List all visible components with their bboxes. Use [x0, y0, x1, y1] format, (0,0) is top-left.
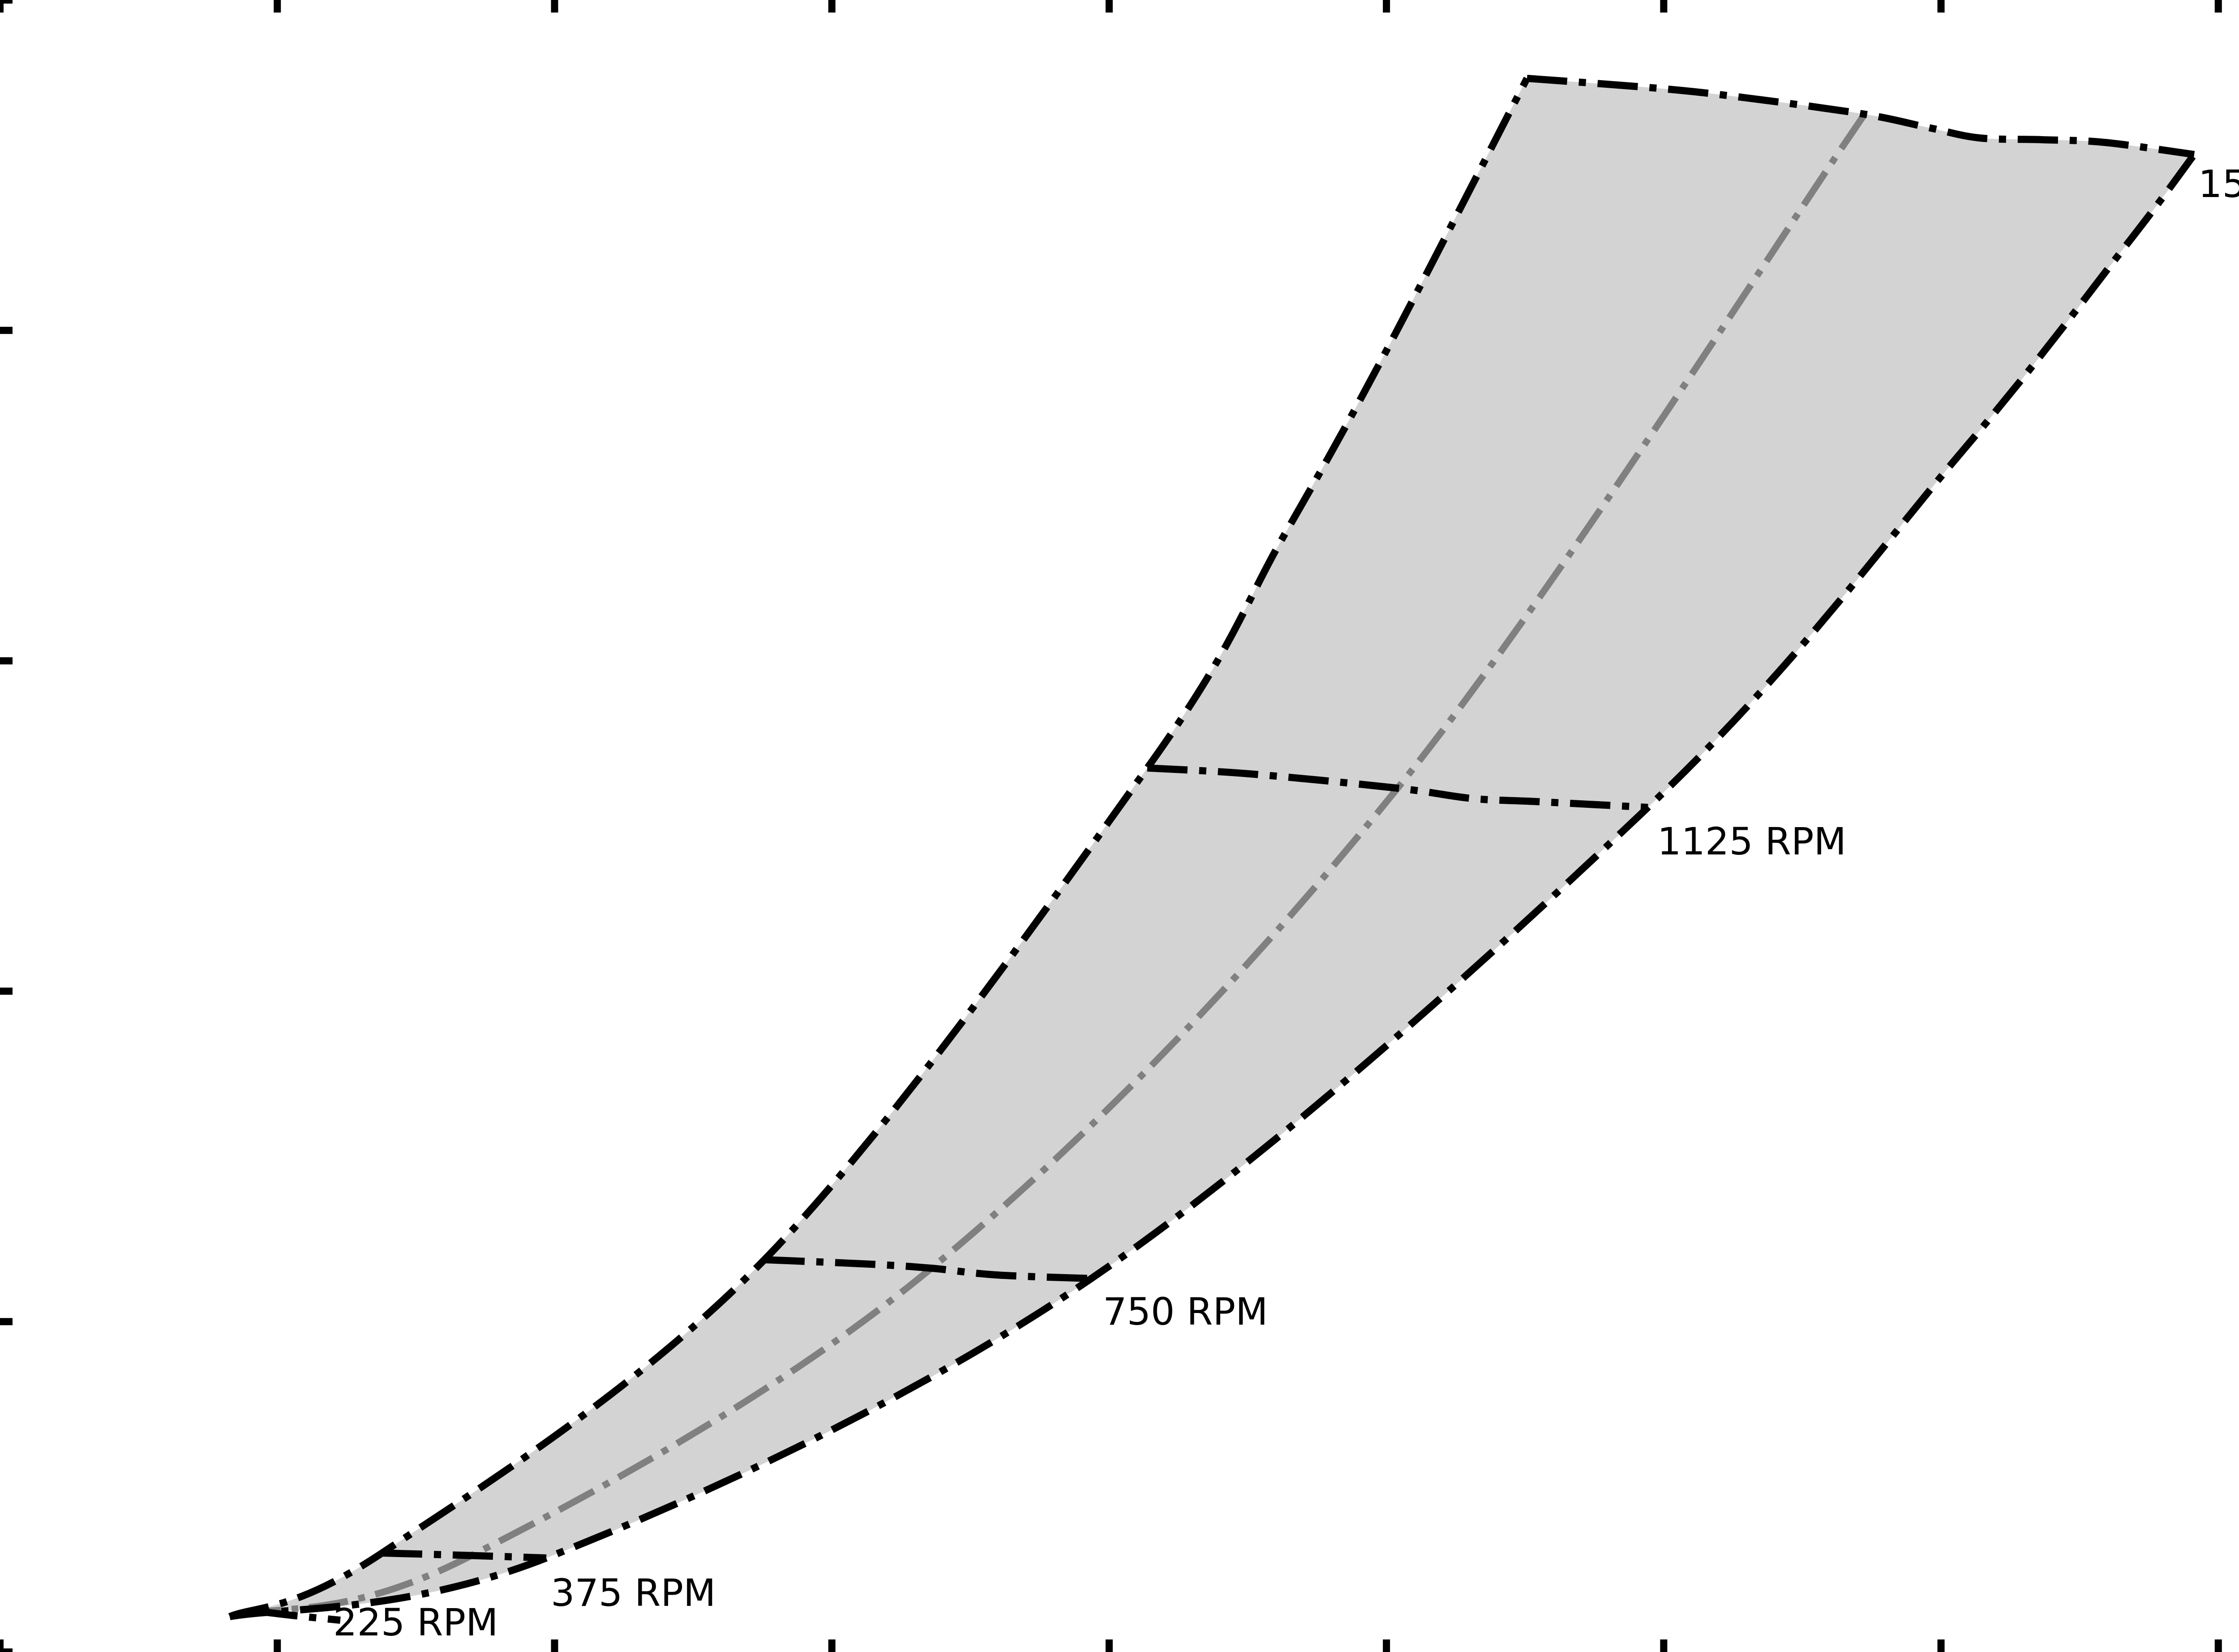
right-boundary-curve — [229, 152, 2197, 1620]
rpm-label-2: 750 RPM — [1103, 1290, 1268, 1334]
rpm-label-0: 1500 RPM — [2198, 162, 2239, 206]
rpm-label-1: 1125 RPM — [1657, 820, 1846, 863]
speed-line-750 — [764, 1256, 1092, 1282]
speed-line-375 — [382, 1549, 547, 1562]
speed-line-1125 — [1147, 764, 1648, 811]
labels: 1500 RPM 1125 RPM 750 RPM 375 RPM 225 RP… — [333, 162, 2239, 1644]
speed-line-1500 — [1527, 75, 2195, 158]
envelope-group — [228, 75, 2197, 1624]
speed-line-225 — [257, 1608, 341, 1624]
middle-speed-curve — [241, 112, 1868, 1618]
rpm-label-4: 225 RPM — [333, 1601, 498, 1644]
left-boundary-curve — [228, 77, 1531, 1620]
envelope-fill — [230, 78, 2194, 1617]
rpm-label-3: 375 RPM — [551, 1571, 716, 1615]
